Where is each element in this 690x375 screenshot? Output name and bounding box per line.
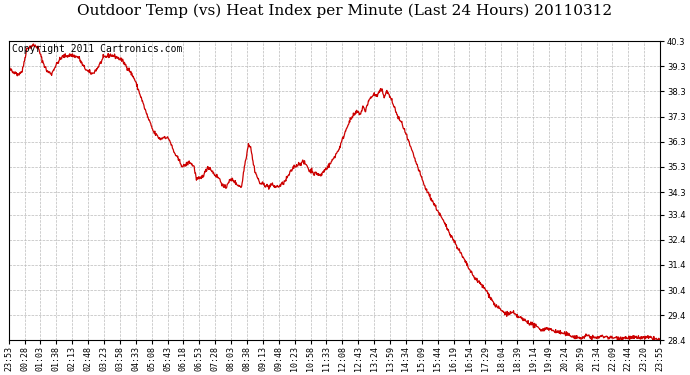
Text: Outdoor Temp (vs) Heat Index per Minute (Last 24 Hours) 20110312: Outdoor Temp (vs) Heat Index per Minute …: [77, 4, 613, 18]
Text: Copyright 2011 Cartronics.com: Copyright 2011 Cartronics.com: [12, 44, 182, 54]
